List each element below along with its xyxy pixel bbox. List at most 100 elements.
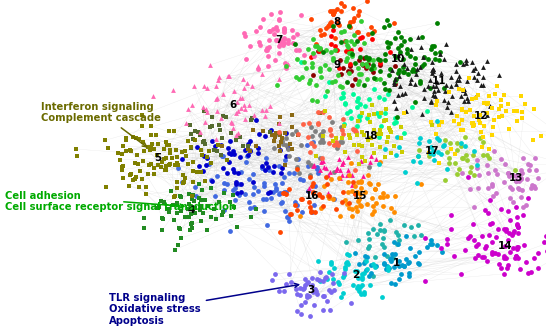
Point <box>270 139 278 144</box>
Point <box>399 65 407 70</box>
Point <box>308 97 317 103</box>
Point <box>503 209 512 214</box>
Point <box>146 147 155 153</box>
Point <box>245 148 254 153</box>
Point <box>544 123 546 128</box>
Point <box>504 263 513 268</box>
Point <box>263 165 272 170</box>
Point <box>278 199 287 204</box>
Point <box>246 149 254 154</box>
Point <box>525 162 534 168</box>
Point <box>459 127 467 132</box>
Point <box>428 123 437 128</box>
Point <box>315 191 324 196</box>
Point <box>377 131 385 137</box>
Point <box>340 124 348 129</box>
Point <box>199 83 208 88</box>
Point <box>258 165 266 171</box>
Point <box>358 276 366 282</box>
Point <box>447 109 455 115</box>
Point <box>288 124 296 130</box>
Point <box>462 152 471 157</box>
Point <box>318 156 327 161</box>
Point <box>504 238 513 243</box>
Point <box>396 42 405 48</box>
Text: 3: 3 <box>307 285 314 295</box>
Point <box>269 145 278 151</box>
Point <box>333 6 341 11</box>
Point <box>411 99 419 104</box>
Point <box>118 152 127 157</box>
Point <box>393 115 401 120</box>
Point <box>235 95 244 100</box>
Point <box>253 63 262 68</box>
Point <box>417 35 426 40</box>
Point <box>445 160 454 166</box>
Point <box>386 40 395 46</box>
Point <box>319 129 328 134</box>
Point <box>417 44 425 49</box>
Point <box>232 111 240 116</box>
Point <box>203 227 211 233</box>
Point <box>187 131 196 137</box>
Point <box>431 93 440 99</box>
Point <box>371 264 379 269</box>
Point <box>355 191 364 196</box>
Point <box>264 53 272 59</box>
Point <box>416 64 424 69</box>
Point <box>348 180 357 185</box>
Point <box>382 266 390 272</box>
Point <box>325 140 334 146</box>
Point <box>254 66 263 72</box>
Point <box>442 104 451 110</box>
Point <box>336 213 345 219</box>
Point <box>365 164 373 170</box>
Point <box>334 142 342 148</box>
Point <box>340 197 349 203</box>
Point <box>390 76 399 82</box>
Point <box>329 8 338 14</box>
Point <box>357 72 366 77</box>
Point <box>350 142 359 148</box>
Point <box>381 155 389 160</box>
Point <box>482 101 491 107</box>
Point <box>164 162 173 168</box>
Point <box>238 95 246 101</box>
Point <box>338 290 347 296</box>
Point <box>161 164 170 169</box>
Point <box>429 67 437 72</box>
Point <box>428 44 437 49</box>
Point <box>517 93 525 99</box>
Point <box>218 154 227 159</box>
Point <box>353 133 361 138</box>
Point <box>364 56 372 61</box>
Point <box>309 139 318 144</box>
Point <box>307 184 316 189</box>
Point <box>195 129 204 135</box>
Point <box>223 145 232 151</box>
Point <box>482 110 491 116</box>
Point <box>335 176 344 181</box>
Point <box>305 293 313 299</box>
Point <box>323 276 331 282</box>
Point <box>194 195 203 200</box>
Point <box>430 43 438 49</box>
Point <box>271 181 280 187</box>
Point <box>311 43 319 48</box>
Point <box>290 171 299 176</box>
Point <box>341 150 349 155</box>
Point <box>384 267 393 272</box>
Point <box>411 56 419 61</box>
Point <box>442 82 450 88</box>
Point <box>365 96 373 101</box>
Point <box>512 178 520 183</box>
Point <box>506 195 514 201</box>
Point <box>329 281 337 286</box>
Point <box>385 257 394 262</box>
Point <box>473 77 482 83</box>
Point <box>164 209 173 215</box>
Point <box>358 174 367 179</box>
Point <box>186 222 195 227</box>
Point <box>322 47 330 53</box>
Point <box>229 170 238 175</box>
